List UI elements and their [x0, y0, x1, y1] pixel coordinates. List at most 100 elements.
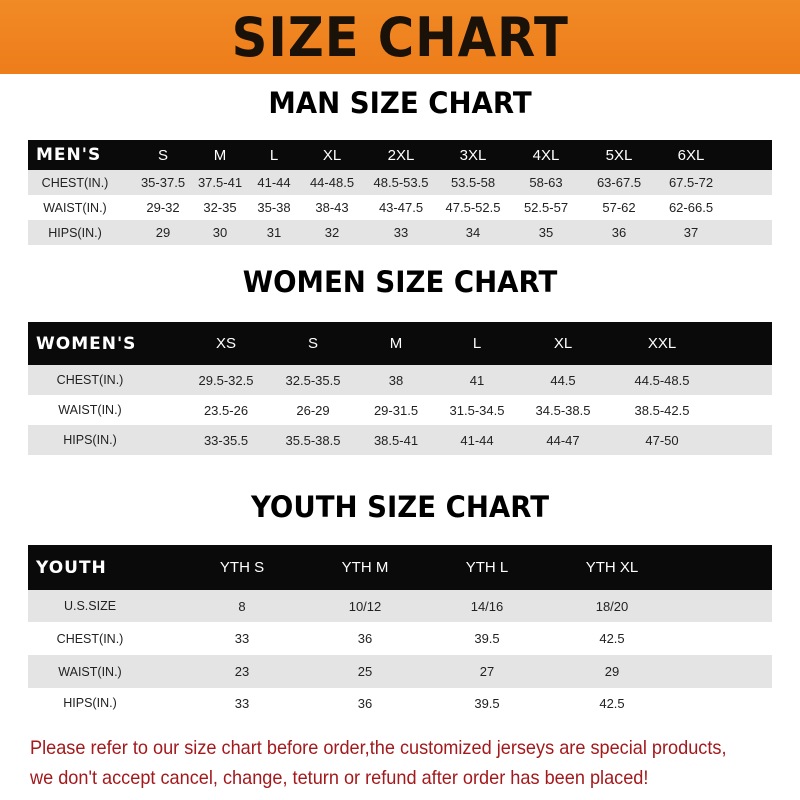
size-header: L — [472, 335, 482, 352]
table-cell: 31 — [266, 225, 282, 240]
table-cell: 29-31.5 — [373, 402, 419, 418]
size-header: 3XL — [459, 146, 487, 164]
size-header: S — [157, 146, 169, 164]
table-cell: 63-67.5 — [596, 175, 642, 190]
table-cell: 35-38 — [257, 200, 291, 215]
women-section-title: WOMEN SIZE CHART — [242, 265, 558, 299]
table-header-row: YOUTH YTH S YTH M YTH L YTH XL — [28, 545, 772, 590]
table-cell: 37.5-41 — [197, 175, 243, 190]
table-row: WAIST(IN.) 23.5-26 26-29 29-31.5 31.5-34.5 34… — [28, 395, 772, 425]
table-cell: 8 — [238, 598, 246, 614]
size-header: XL — [553, 335, 573, 352]
size-header: YTH M — [341, 559, 389, 576]
table-cell: 29 — [604, 664, 620, 679]
table-cell: 37 — [683, 225, 699, 240]
table-cell: 29.5-32.5 — [198, 372, 254, 388]
table-header-row: WOMEN'S XS S M L XL XXL — [28, 322, 772, 365]
table-cell: 42.5 — [599, 631, 625, 646]
table-cell: 48.5-53.5 — [373, 175, 429, 190]
row-label: WAIST(IN.) — [58, 403, 122, 417]
size-header: XS — [215, 335, 237, 352]
table-cell: 25 — [357, 664, 373, 679]
table-cell: 39.5 — [474, 631, 500, 646]
youth-section-title: YOUTH SIZE CHART — [250, 490, 550, 524]
table-header-label: MEN'S — [36, 145, 102, 165]
table-cell: 39.5 — [474, 695, 500, 711]
row-label: HIPS(IN.) — [48, 225, 102, 240]
size-header: 6XL — [677, 146, 705, 164]
men-section-title: MAN SIZE CHART — [268, 86, 532, 120]
men-size-table: MEN'S S M L XL 2XL 3XL 4XL 5XL 6XL CHEST(IN.) 35-37… — [28, 140, 772, 245]
table-cell: 38 — [388, 372, 404, 388]
table-row: HIPS(IN.) 33 36 39.5 42.5 — [28, 688, 772, 718]
size-header: 2XL — [387, 146, 415, 164]
table-cell: 10/12 — [348, 598, 382, 614]
table-cell: 29-32 — [146, 200, 180, 215]
table-cell: 34.5-38.5 — [535, 402, 591, 418]
table-header-label: WOMEN'S — [36, 333, 137, 354]
table-row: WAIST(IN.) 23 25 27 29 — [28, 655, 772, 688]
title-banner: SIZE CHART — [0, 0, 800, 74]
table-header-row: MEN'S S M L XL 2XL 3XL 4XL 5XL 6XL — [28, 140, 772, 170]
table-cell: 44.5 — [550, 372, 576, 388]
table-cell: 47.5-52.5 — [445, 200, 501, 215]
table-cell: 38.5-41 — [373, 432, 419, 448]
page-title: SIZE CHART — [231, 5, 569, 69]
row-label: HIPS(IN.) — [63, 433, 117, 447]
size-header: M — [389, 335, 403, 352]
women-size-table: WOMEN'S XS S M L XL XXL CHEST(IN.) 29.5-32.5 32.5… — [28, 322, 772, 455]
table-cell: 33-35.5 — [203, 432, 249, 448]
size-header: L — [269, 146, 279, 164]
table-cell: 32.5-35.5 — [285, 372, 341, 388]
table-cell: 18/20 — [595, 598, 629, 614]
table-cell: 34 — [465, 225, 481, 240]
youth-size-table: YOUTH YTH S YTH M YTH L YTH XL U.S.SIZE 8 10/12… — [28, 545, 772, 718]
table-cell: 36 — [611, 225, 627, 240]
size-header: YTH S — [219, 559, 265, 576]
row-label: WAIST(IN.) — [43, 200, 107, 215]
table-cell: 14/16 — [470, 598, 504, 614]
table-cell: 32-35 — [203, 200, 237, 215]
table-cell: 52.5-57 — [523, 200, 569, 215]
table-cell: 44.5-48.5 — [634, 372, 690, 388]
table-cell: 41 — [469, 372, 485, 388]
size-header: 5XL — [605, 146, 633, 164]
order-notice: Please refer to our size chart before or… — [30, 737, 727, 789]
table-row: U.S.SIZE 8 10/12 14/16 18/20 — [28, 590, 772, 622]
size-header: XL — [322, 146, 342, 164]
table-cell: 41-44 — [257, 175, 291, 190]
table-cell: 29 — [155, 225, 171, 240]
row-label: U.S.SIZE — [63, 599, 117, 613]
table-cell: 36 — [357, 695, 373, 711]
table-cell: 42.5 — [599, 695, 625, 711]
table-row: CHEST(IN.) 35-37.5 37.5-41 41-44 44-48.5 48.5… — [28, 170, 772, 195]
row-label: HIPS(IN.) — [63, 696, 117, 710]
table-cell: 23.5-26 — [203, 402, 249, 418]
table-cell: 44-48.5 — [309, 175, 355, 190]
table-row: HIPS(IN.) 29 30 31 32 33 34 35 36 37 — [28, 220, 772, 245]
table-cell: 38.5-42.5 — [634, 402, 690, 418]
size-header: M — [213, 146, 227, 164]
table-cell: 43-47.5 — [378, 200, 424, 215]
table-cell: 62-66.5 — [668, 200, 714, 215]
table-row: CHEST(IN.) 29.5-32.5 32.5-35.5 38 41 44.5 44.5… — [28, 365, 772, 395]
table-header-label: YOUTH — [36, 557, 107, 578]
table-cell: 33 — [234, 631, 250, 646]
size-header: YTH L — [465, 559, 509, 576]
table-cell: 58-63 — [529, 175, 563, 190]
row-label: CHEST(IN.) — [56, 373, 124, 387]
row-label: CHEST(IN.) — [41, 175, 109, 190]
table-cell: 53.5-58 — [450, 175, 496, 190]
table-cell: 35 — [538, 225, 554, 240]
size-header: S — [307, 335, 319, 352]
table-cell: 26-29 — [296, 402, 330, 418]
table-cell: 33 — [234, 695, 250, 711]
table-cell: 44-47 — [546, 432, 580, 448]
table-row: CHEST(IN.) 33 36 39.5 42.5 — [28, 622, 772, 655]
table-cell: 30 — [212, 225, 228, 240]
table-cell: 23 — [234, 664, 250, 679]
table-cell: 35.5-38.5 — [285, 432, 341, 448]
table-cell: 41-44 — [460, 432, 494, 448]
table-cell: 36 — [357, 631, 373, 646]
table-cell: 32 — [324, 225, 340, 240]
